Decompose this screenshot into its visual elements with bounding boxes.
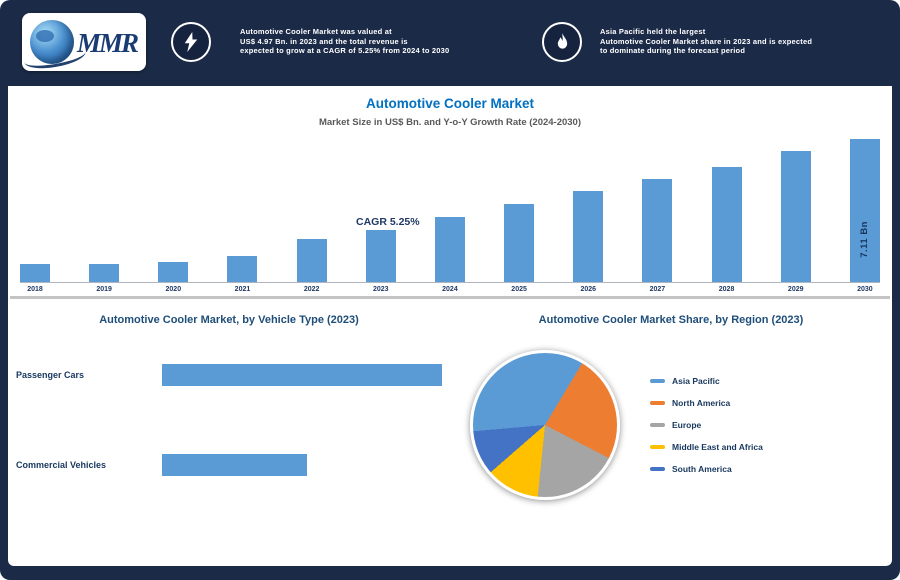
stat1-line1: Automotive Cooler Market was valued at [240, 27, 392, 36]
hbar-row: Passenger Cars [8, 364, 450, 386]
legend-item: Europe [650, 420, 763, 430]
x-axis-label: 2025 [511, 286, 527, 293]
legend-marker [650, 445, 665, 449]
legend-label: Asia Pacific [672, 376, 720, 386]
bar-rect: 7.11 Bn [849, 139, 880, 282]
x-axis-label: 2020 [165, 286, 182, 293]
cagr-label: CAGR 5.25% [356, 216, 420, 228]
bar-2029: 2029 [780, 126, 811, 293]
legend-marker [650, 423, 665, 427]
legend-item: Middle East and Africa [650, 442, 763, 452]
flame-icon [542, 22, 582, 62]
bar-2026: 2026 [573, 126, 604, 293]
stat2-line3: to dominate during the forecast period [600, 46, 746, 56]
bar-rect [642, 179, 673, 282]
end-value-label: 7.11 Bn [858, 221, 870, 258]
bar-rect [227, 256, 258, 282]
x-axis-label: 2022 [303, 286, 320, 293]
bar-2023: 2023 [365, 126, 396, 293]
bar-2018: 2018 [20, 126, 50, 293]
header-stat-region: Asia Pacific held the largest Automotive… [600, 27, 850, 56]
hbar-row: Commercial Vehicles [8, 454, 450, 476]
legend-marker [650, 401, 665, 405]
flame-glyph [557, 32, 567, 49]
legend-label: South America [672, 464, 732, 474]
chart-subtitle: Market Size in US$ Bn. and Y-o-Y Growth … [318, 117, 582, 128]
bar-rect [365, 230, 396, 282]
bar-2030: 7.11 Bn 2030 [849, 126, 880, 293]
x-axis-label: 2019 [96, 286, 112, 293]
bar-2027: 2027 [642, 126, 673, 293]
legend-marker [650, 379, 665, 383]
globe-icon [30, 20, 74, 64]
vehicle-type-hbar-chart: Passenger Cars Commercial Vehicles [8, 364, 450, 544]
vehicle-type-section: Automotive Cooler Market, by Vehicle Typ… [8, 306, 450, 566]
bar-rect [711, 167, 742, 282]
stat1-line3: expected to grow at a CAGR of 5.25% from… [240, 46, 450, 56]
x-axis-label: 2023 [372, 286, 389, 293]
x-axis-label: 2026 [580, 286, 597, 293]
bar-rect [20, 264, 50, 282]
x-axis-label: 2030 [857, 286, 873, 293]
stat2-line2: Automotive Cooler Market share in 2023 a… [600, 36, 813, 46]
legend-item: North America [650, 398, 763, 408]
legend-label: North America [672, 398, 731, 408]
lightning-glyph [184, 32, 198, 52]
legend-marker [650, 467, 665, 471]
bar-2025: 2025 [504, 126, 535, 293]
bar-rect [296, 239, 327, 282]
bottom-sections: Automotive Cooler Market, by Vehicle Typ… [8, 306, 892, 566]
bar-2021: 2021 [227, 126, 258, 293]
bar-rect [434, 217, 465, 282]
x-axis-label: 2028 [718, 286, 735, 293]
bar-2022: 2022 [296, 126, 327, 293]
mmr-logo: MMR [22, 13, 146, 73]
section-divider [10, 296, 890, 299]
region-share-section: Automotive Cooler Market Share, by Regio… [450, 306, 892, 566]
x-axis-label: 2018 [27, 286, 43, 293]
header-stat-market-size: Automotive Cooler Market was valued at U… [240, 27, 485, 56]
left-section-title: Automotive Cooler Market, by Vehicle Typ… [99, 314, 359, 326]
page-title: Automotive Cooler Market [365, 96, 535, 111]
bar-rect [573, 191, 604, 282]
legend-label: Middle East and Africa [672, 442, 763, 452]
hbar-rect [162, 364, 442, 386]
bar-2019: 2019 [89, 126, 120, 293]
lightning-icon [171, 22, 211, 62]
right-section-title: Automotive Cooler Market Share, by Regio… [538, 314, 804, 326]
bar-rect [158, 262, 189, 282]
hbar-category-label: Passenger Cars [16, 370, 85, 380]
bar-2024: 2024 [434, 126, 465, 293]
market-size-bar-chart: 2018 2019 2020 2021 2022 2023 2024 2025 2026 2027… [20, 126, 880, 293]
region-pie-chart [470, 350, 620, 500]
stat2-line1: Asia Pacific held the largest [600, 27, 706, 36]
pie-legend: Asia Pacific North America Europe Middle Ea… [650, 376, 763, 486]
x-axis-label: 2024 [442, 286, 458, 293]
bar-2028: 2028 [711, 126, 742, 293]
bar-rect [780, 151, 811, 282]
legend-item: South America [650, 464, 763, 474]
legend-item: Asia Pacific [650, 376, 763, 386]
x-axis-label: 2029 [787, 286, 804, 293]
bar-2020: 2020 [158, 126, 189, 293]
hbar-rect [162, 454, 307, 476]
stat1-line2: US$ 4.97 Bn. in 2023 and the total reven… [240, 36, 408, 46]
bar-rect [504, 204, 535, 282]
x-axis-label: 2021 [234, 286, 251, 293]
logo-text: MMR [77, 28, 139, 58]
content-panel: Automotive Cooler Market Market Size in … [8, 86, 892, 566]
legend-label: Europe [672, 420, 702, 430]
x-axis-label: 2027 [649, 286, 666, 293]
hbar-category-label: Commercial Vehicles [16, 460, 107, 470]
bar-rect [89, 264, 120, 282]
